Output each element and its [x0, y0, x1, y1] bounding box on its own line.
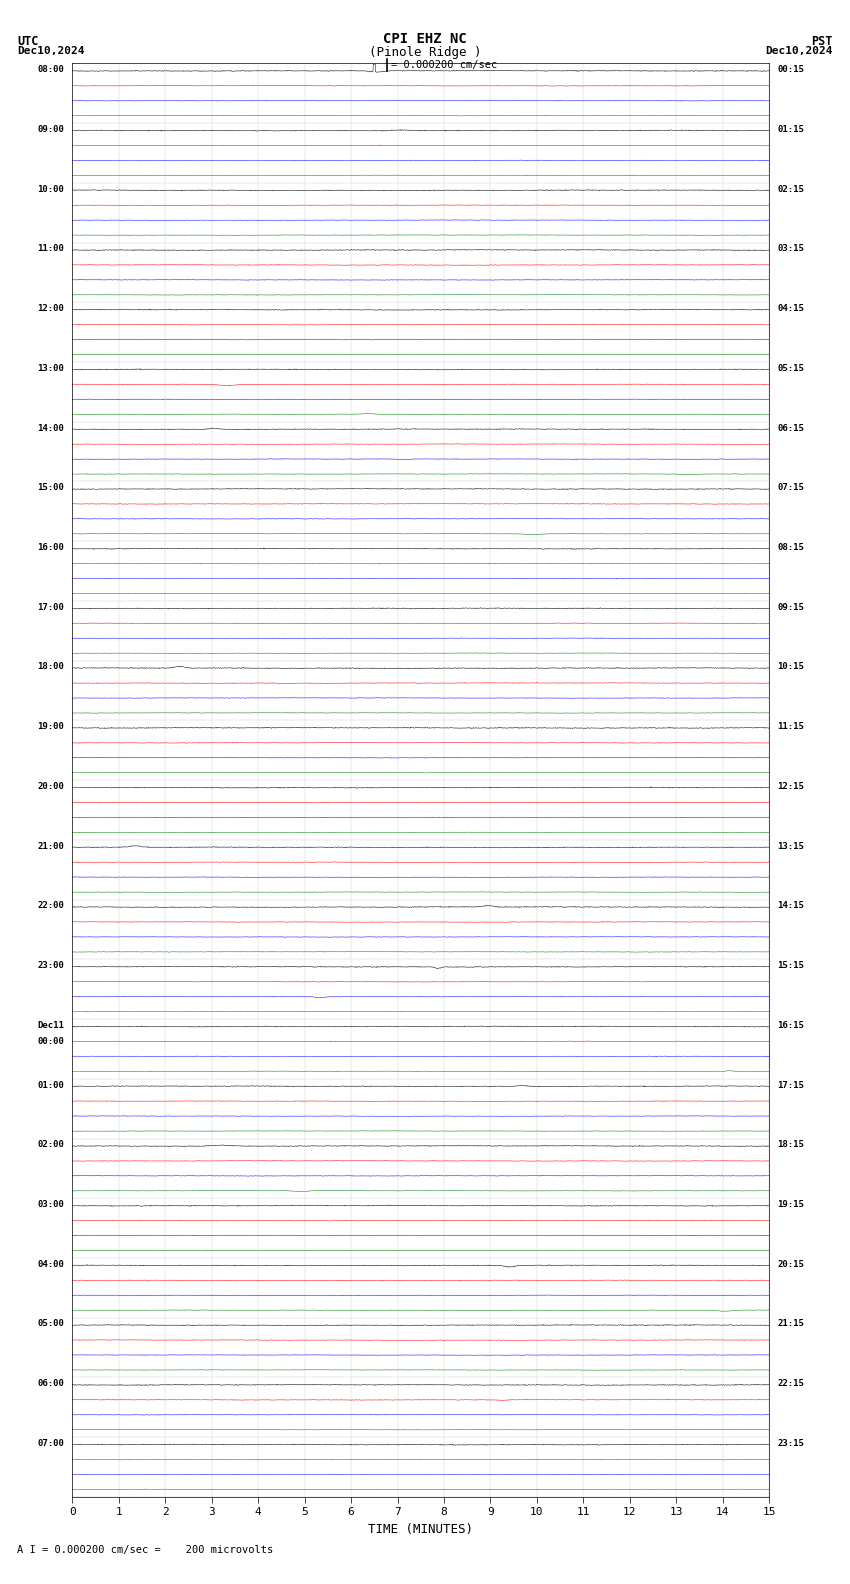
Text: 21:15: 21:15 [778, 1319, 804, 1329]
Text: 19:00: 19:00 [37, 722, 64, 732]
Text: 00:15: 00:15 [778, 65, 804, 74]
Text: 09:15: 09:15 [778, 604, 804, 611]
Text: 16:00: 16:00 [37, 543, 64, 551]
Text: Dec11: Dec11 [37, 1020, 64, 1030]
Text: 20:15: 20:15 [778, 1259, 804, 1269]
Text: 04:15: 04:15 [778, 304, 804, 314]
Text: 18:15: 18:15 [778, 1140, 804, 1150]
Text: 02:15: 02:15 [778, 185, 804, 193]
Text: CPI EHZ NC: CPI EHZ NC [383, 32, 467, 46]
Text: 03:15: 03:15 [778, 244, 804, 253]
Text: 15:15: 15:15 [778, 961, 804, 969]
Text: 14:00: 14:00 [37, 423, 64, 432]
Text: 16:15: 16:15 [778, 1020, 804, 1030]
Text: 04:00: 04:00 [37, 1259, 64, 1269]
Text: 13:15: 13:15 [778, 841, 804, 851]
Text: UTC: UTC [17, 35, 38, 48]
Text: 12:00: 12:00 [37, 304, 64, 314]
Text: 09:00: 09:00 [37, 125, 64, 135]
Text: 07:15: 07:15 [778, 483, 804, 493]
Text: A I = 0.000200 cm/sec =    200 microvolts: A I = 0.000200 cm/sec = 200 microvolts [17, 1546, 273, 1555]
Text: 12:15: 12:15 [778, 782, 804, 790]
Text: = 0.000200 cm/sec: = 0.000200 cm/sec [391, 60, 497, 70]
Text: 11:00: 11:00 [37, 244, 64, 253]
Text: 07:00: 07:00 [37, 1438, 64, 1448]
Text: 11:15: 11:15 [778, 722, 804, 732]
Text: (Pinole Ridge ): (Pinole Ridge ) [369, 46, 481, 59]
Text: 05:15: 05:15 [778, 364, 804, 372]
Text: Dec10,2024: Dec10,2024 [17, 46, 84, 55]
Text: 08:00: 08:00 [37, 65, 64, 74]
Text: Dec10,2024: Dec10,2024 [766, 46, 833, 55]
Text: 22:00: 22:00 [37, 901, 64, 911]
Text: 17:00: 17:00 [37, 604, 64, 611]
Text: 22:15: 22:15 [778, 1380, 804, 1388]
Text: 19:15: 19:15 [778, 1201, 804, 1209]
Text: 20:00: 20:00 [37, 782, 64, 790]
Text: 23:00: 23:00 [37, 961, 64, 969]
Text: PST: PST [812, 35, 833, 48]
Text: 05:00: 05:00 [37, 1319, 64, 1329]
Text: 01:15: 01:15 [778, 125, 804, 135]
Text: 21:00: 21:00 [37, 841, 64, 851]
Text: 03:00: 03:00 [37, 1201, 64, 1209]
Text: 02:00: 02:00 [37, 1140, 64, 1150]
Text: 23:15: 23:15 [778, 1438, 804, 1448]
Text: 08:15: 08:15 [778, 543, 804, 551]
Text: 00:00: 00:00 [37, 1038, 64, 1045]
Text: 06:15: 06:15 [778, 423, 804, 432]
Text: 15:00: 15:00 [37, 483, 64, 493]
Text: 17:15: 17:15 [778, 1080, 804, 1090]
X-axis label: TIME (MINUTES): TIME (MINUTES) [368, 1522, 473, 1536]
Text: 14:15: 14:15 [778, 901, 804, 911]
Text: 10:15: 10:15 [778, 662, 804, 672]
Text: 06:00: 06:00 [37, 1380, 64, 1388]
Text: 01:00: 01:00 [37, 1080, 64, 1090]
Text: 18:00: 18:00 [37, 662, 64, 672]
Text: 10:00: 10:00 [37, 185, 64, 193]
Text: 13:00: 13:00 [37, 364, 64, 372]
